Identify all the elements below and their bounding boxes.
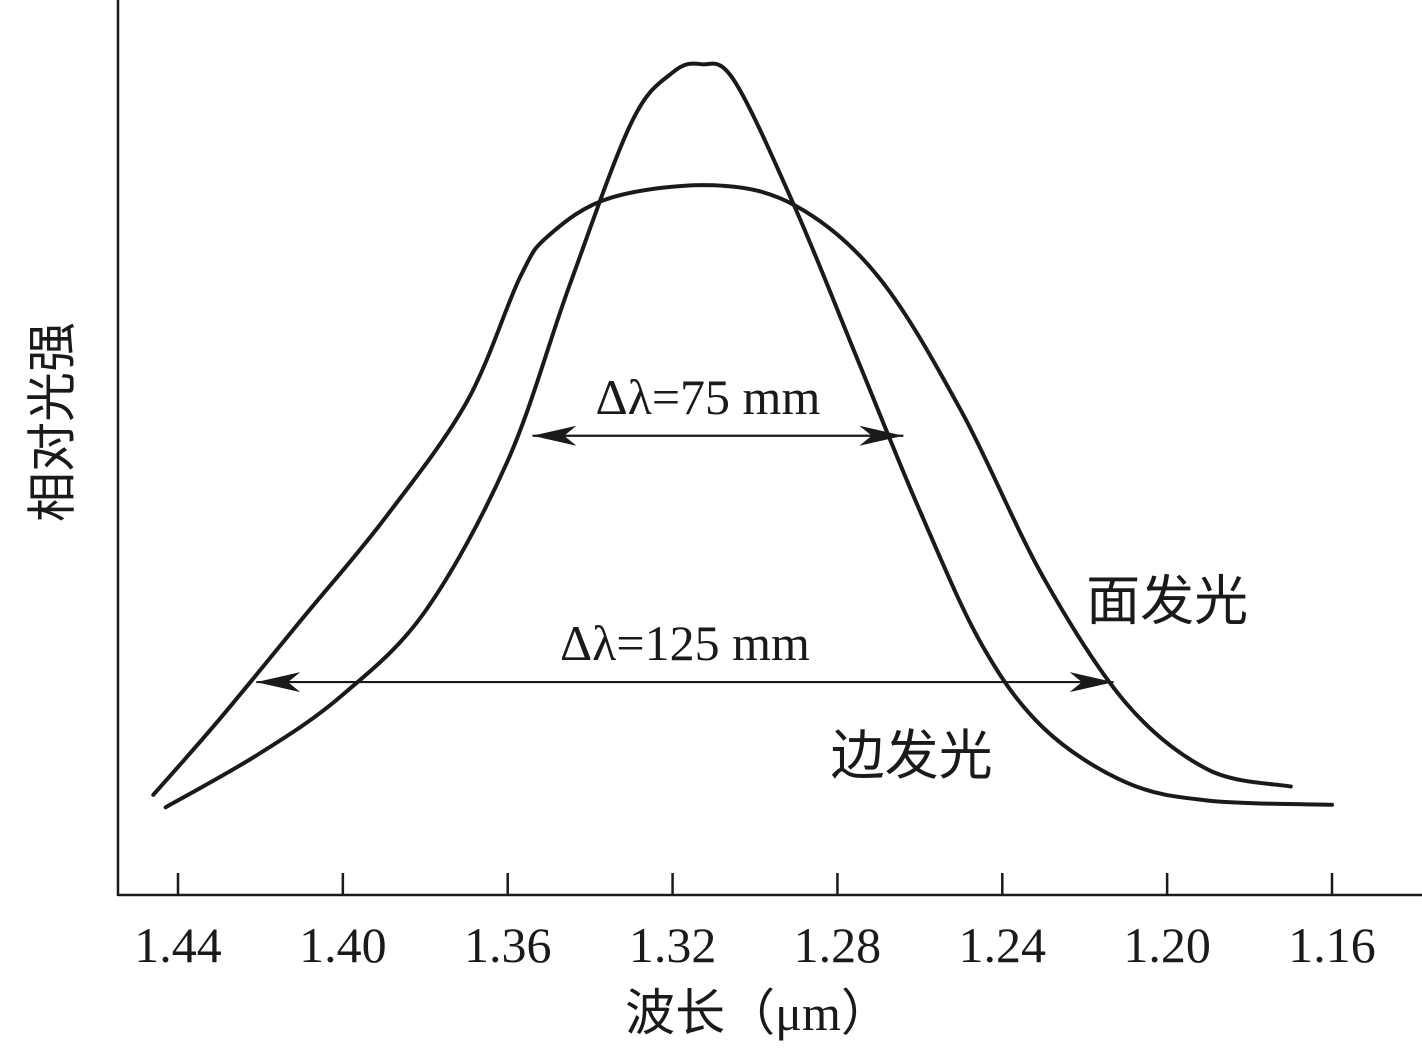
surface-emitting-curve [151, 183, 1293, 797]
arrow-head [532, 425, 577, 446]
y-axis-label: 相对光强 [24, 322, 80, 522]
x-tick-label: 1.32 [629, 917, 717, 973]
x-tick-label: 1.36 [464, 917, 552, 973]
x-tick-label: 1.24 [959, 917, 1047, 973]
x-axis-label: 波长（μm） [625, 985, 891, 1041]
arrow-head [256, 672, 301, 693]
curves [151, 61, 1334, 810]
arrow-head [859, 425, 904, 446]
spectral-width-label: Δλ=125 mm [560, 615, 810, 671]
arrow-head [1069, 672, 1114, 693]
annotations: Δλ=75 mm Δλ=125 mm [256, 369, 1114, 693]
x-tick-label: 1.28 [794, 917, 882, 973]
edge-emitting-label: 边发光 [831, 726, 993, 786]
x-tick-label: 1.20 [1123, 917, 1211, 973]
x-tick-label: 1.16 [1288, 917, 1376, 973]
x-tick-label: 1.40 [299, 917, 387, 973]
spectral-width-label: Δλ=75 mm [595, 369, 820, 425]
surface-emitting-label: 面发光 [1086, 571, 1248, 631]
x-ticks: 1.44 1.40 1.36 1.32 1.28 1.24 1.20 1.16 [134, 873, 1376, 973]
edge-emitting-curve [163, 61, 1334, 810]
x-tick-label: 1.44 [134, 917, 222, 973]
